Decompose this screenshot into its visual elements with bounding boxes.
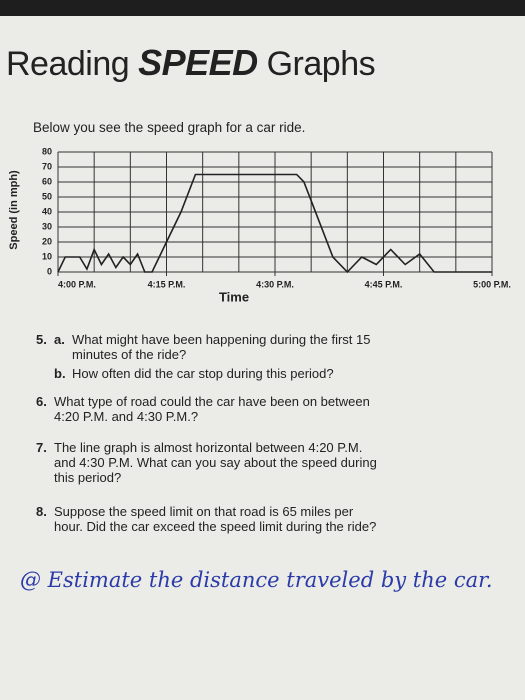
question: 6. What type of road could the car have b…: [36, 394, 384, 424]
x-tick-label: 4:00 P.M.: [58, 279, 96, 289]
chart: Speed (in mph) Time 0 10 20 30 40 50 60 70 80 4:0…: [8, 146, 511, 304]
question-part: b.: [54, 366, 66, 381]
y-tick-label: 40: [42, 206, 52, 216]
question-text: What might have been happening during th…: [72, 332, 371, 362]
y-tick-label: 70: [42, 161, 52, 171]
title: Reading SPEED Graphs: [6, 42, 376, 84]
question-number: 8.: [36, 504, 47, 519]
y-tick-label: 80: [42, 146, 52, 156]
intro: Below you see the speed graph for a car …: [33, 120, 306, 135]
question-text: Suppose the speed limit on that road is …: [54, 504, 377, 534]
y-tick-label: 60: [42, 176, 52, 186]
question: 7. The line graph is almost horizontal be…: [36, 440, 384, 485]
y-tick-label: 0: [47, 266, 52, 276]
question-text: What type of road could the car have bee…: [54, 394, 370, 424]
question-text: How often did the car stop during this p…: [72, 366, 334, 381]
x-tick-label: 4:30 P.M.: [256, 279, 294, 289]
question-number: 7.: [36, 440, 47, 455]
x-tick-label: 4:15 P.M.: [148, 279, 186, 289]
y-tick-label: 10: [42, 251, 52, 261]
question-part: a.: [54, 332, 65, 347]
y-tick-label: 50: [42, 191, 52, 201]
title-start: Reading: [6, 45, 130, 83]
y-axis-label: Speed (in mph): [8, 170, 20, 250]
title-end: Graphs: [266, 45, 376, 83]
question-number: 5.: [36, 332, 47, 347]
speed-line: [57, 173, 492, 274]
question: 8. Suppose the speed limit on that road i…: [36, 504, 384, 534]
x-tick-label: 5:00 P.M.: [473, 279, 511, 289]
question-number: 6.: [36, 394, 47, 409]
handwritten-question: @ Estimate the distance traveled by the …: [20, 568, 493, 592]
question: 5. a. What might have been happening durin…: [36, 332, 402, 362]
x-tick-label: 4:45 P.M.: [365, 279, 403, 289]
x-axis-label: Time: [219, 289, 249, 304]
y-tick-label: 30: [42, 221, 52, 231]
question: b. How often did the car stop during this…: [54, 366, 402, 381]
title-emphasis: SPEED: [138, 42, 258, 83]
photo-top-strip: [0, 0, 525, 16]
y-tick-label: 20: [42, 236, 52, 246]
question-text: The line graph is almost horizontal betw…: [54, 440, 377, 485]
